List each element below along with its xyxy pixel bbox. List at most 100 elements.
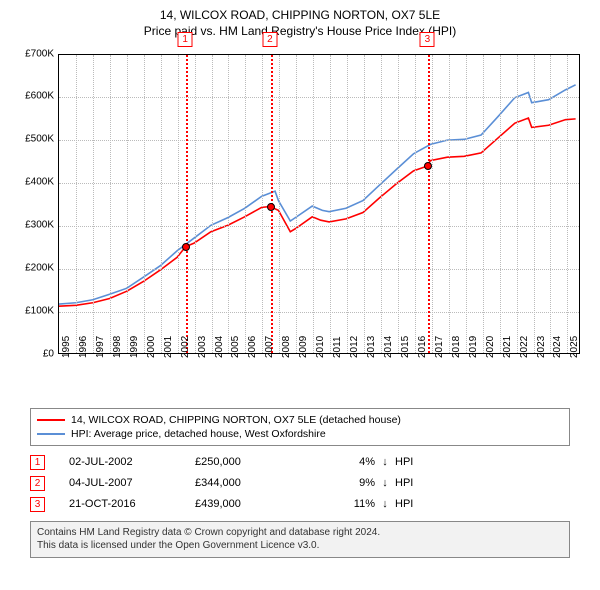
plot-area [58,54,580,354]
x-axis-label: 2011 [332,336,343,358]
event-row-pct: 11% [315,498,375,510]
series-property [59,118,576,306]
event-row: 102-JUL-2002£250,0004%↓HPI [30,452,570,473]
x-axis-label: 2010 [315,335,326,357]
gridline-v [347,55,348,353]
gridline-h [59,183,579,184]
x-axis-label: 1997 [95,335,106,357]
chart-title-line2: Price paid vs. HM Land Registry's House … [10,24,590,38]
y-axis-label: £0 [43,348,54,359]
x-axis-label: 2019 [468,335,479,357]
event-row-hpi: HPI [395,477,570,489]
x-axis-label: 1999 [129,335,140,357]
gridline-h [59,226,579,227]
event-row-date: 02-JUL-2002 [45,456,195,468]
x-axis-label: 1995 [61,335,72,357]
x-axis-label: 2014 [383,335,394,357]
gridline-v [178,55,179,353]
gridline-v [245,55,246,353]
gridline-h [59,269,579,270]
event-row-pct: 4% [315,456,375,468]
y-axis-label: £200K [25,262,54,273]
down-arrow-icon: ↓ [375,477,395,489]
event-row-price: £439,000 [195,498,315,510]
legend-row: HPI: Average price, detached house, West… [37,427,563,441]
y-axis-label: £600K [25,91,54,102]
y-axis-label: £300K [25,220,54,231]
y-axis-label: £500K [25,134,54,145]
gridline-v [466,55,467,353]
event-row-tag: 1 [30,455,45,470]
x-axis-label: 2016 [417,335,428,357]
event-row-price: £250,000 [195,456,315,468]
x-axis-label: 2021 [502,335,513,357]
gridline-v [228,55,229,353]
legend: 14, WILCOX ROAD, CHIPPING NORTON, OX7 5L… [30,408,570,446]
x-axis-label: 2012 [349,335,360,357]
gridline-v [76,55,77,353]
event-row-hpi: HPI [395,498,570,510]
gridline-v [500,55,501,353]
y-axis-label: £100K [25,305,54,316]
footer-line2: This data is licensed under the Open Gov… [37,539,563,553]
gridline-v [195,55,196,353]
footer-attrib: Contains HM Land Registry data © Crown c… [30,521,570,558]
x-axis-label: 2013 [366,335,377,357]
x-axis-label: 2023 [536,335,547,357]
footer-line1: Contains HM Land Registry data © Crown c… [37,526,563,540]
down-arrow-icon: ↓ [375,456,395,468]
gridline-v [127,55,128,353]
gridline-v [110,55,111,353]
event-row-date: 21-OCT-2016 [45,498,195,510]
x-axis-label: 1998 [112,335,123,357]
gridline-h [59,140,579,141]
event-marker [267,203,275,211]
down-arrow-icon: ↓ [375,498,395,510]
y-axis-label: £400K [25,177,54,188]
x-axis-label: 2004 [214,335,225,357]
gridline-v [567,55,568,353]
event-line [186,55,188,353]
legend-label: HPI: Average price, detached house, West… [71,428,326,440]
legend-swatch [37,419,65,421]
y-axis-label: £700K [25,48,54,59]
event-marker [424,162,432,170]
event-row: 204-JUL-2007£344,0009%↓HPI [30,473,570,494]
event-row-pct: 9% [315,477,375,489]
gridline-h [59,97,579,98]
event-tag: 1 [178,32,193,47]
gridline-v [432,55,433,353]
line-series-svg [59,55,579,353]
event-row: 321-OCT-2016£439,00011%↓HPI [30,494,570,515]
event-row-date: 04-JUL-2007 [45,477,195,489]
x-axis-label: 2000 [146,335,157,357]
event-tag: 2 [262,32,277,47]
event-row-tag: 2 [30,476,45,491]
event-marker [182,243,190,251]
chart-region: £0 £100K £200K £300K £400K £500K £600K £700K 199… [10,44,590,404]
event-row-tag: 3 [30,497,45,512]
series-hpi [59,84,576,303]
gridline-v [279,55,280,353]
event-line [428,55,430,353]
gridline-v [364,55,365,353]
x-axis-label: 2018 [451,335,462,357]
gridline-v [398,55,399,353]
event-tag: 3 [420,32,435,47]
gridline-v [449,55,450,353]
x-axis-label: 2001 [163,335,174,357]
chart-container: 14, WILCOX ROAD, CHIPPING NORTON, OX7 5L… [0,0,600,590]
x-axis-label: 2007 [264,335,275,357]
legend-swatch [37,433,65,435]
x-axis-label: 2024 [552,335,563,357]
legend-row: 14, WILCOX ROAD, CHIPPING NORTON, OX7 5L… [37,413,563,427]
gridline-v [381,55,382,353]
gridline-v [212,55,213,353]
x-axis-label: 2002 [180,335,191,357]
x-axis-label: 2009 [298,335,309,357]
gridline-v [296,55,297,353]
chart-title-line1: 14, WILCOX ROAD, CHIPPING NORTON, OX7 5L… [10,8,590,24]
gridline-v [415,55,416,353]
events-table: 102-JUL-2002£250,0004%↓HPI204-JUL-2007£3… [30,452,570,515]
x-axis-label: 2017 [434,335,445,357]
